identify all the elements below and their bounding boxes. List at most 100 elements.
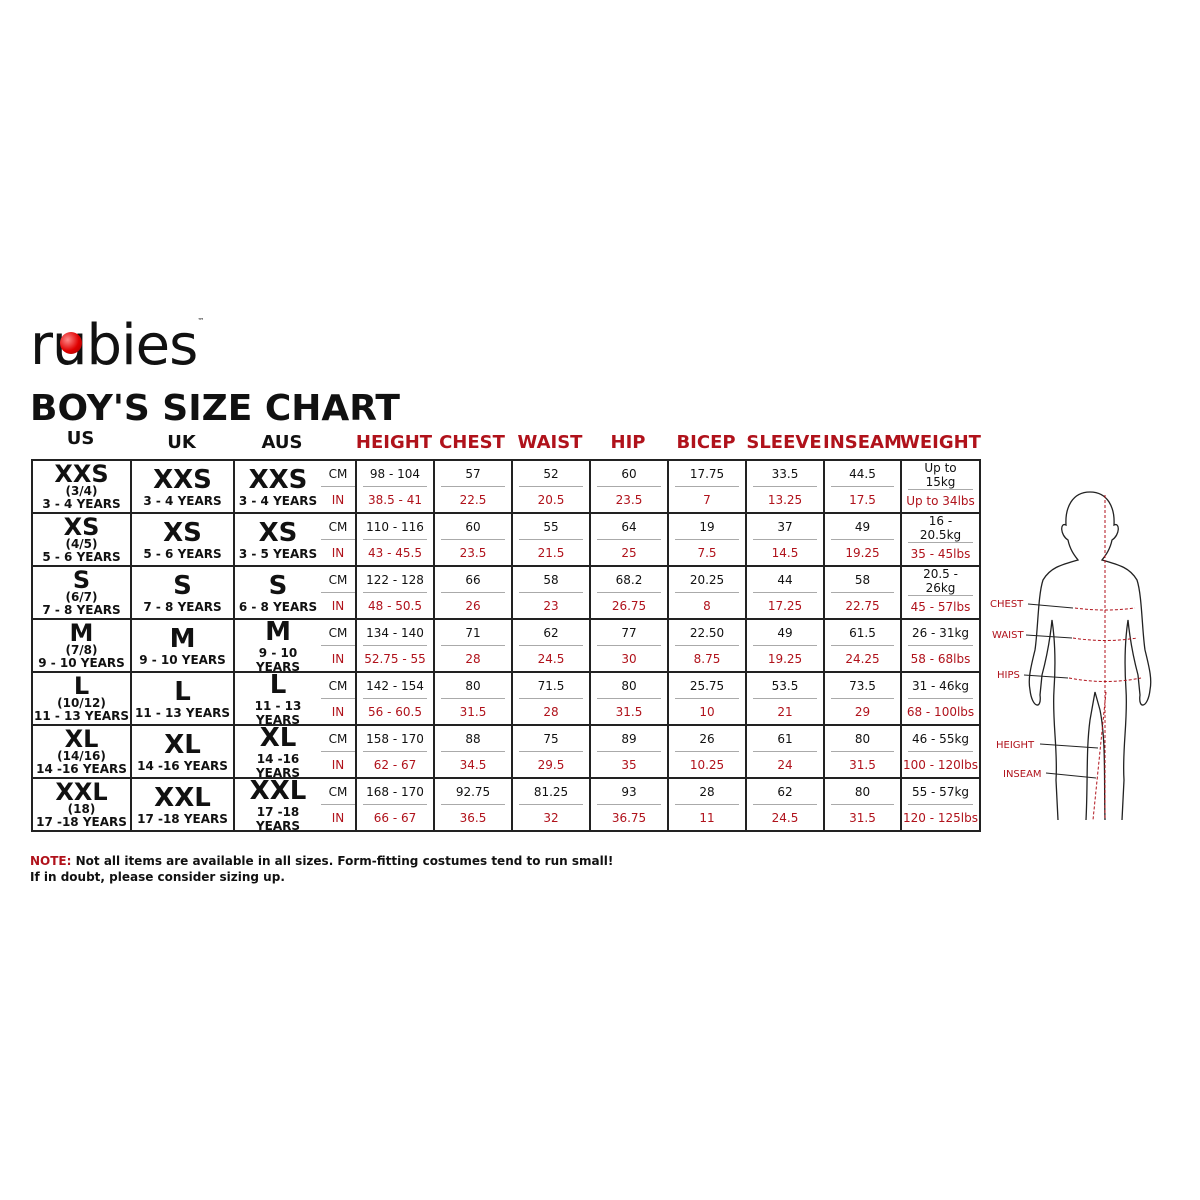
- aus-size-cell: XXL 17 -18 YEARS CM IN: [233, 777, 357, 833]
- us-size-cell: M (7/8) 9 - 10 YEARS: [31, 618, 132, 673]
- body-outline: [1028, 491, 1152, 820]
- measure-cell: 20.5 - 26kg 45 - 57lbs: [900, 565, 981, 620]
- measure-cell: 71 28: [433, 618, 513, 673]
- measure-cell: 25.75 10: [667, 671, 747, 726]
- header-aus: AUS: [261, 432, 303, 453]
- measure-cell: 88 34.5: [433, 724, 513, 779]
- measure-cell: 89 35: [589, 724, 669, 779]
- label-waist: WAIST: [992, 630, 1024, 641]
- uk-size-cell: XS 5 - 6 YEARS: [130, 512, 235, 567]
- measure-cell: 134 - 140 52.75 - 55: [355, 618, 435, 673]
- measure-cell: 19 7.5: [667, 512, 747, 567]
- label-inseam: INSEAM: [1003, 769, 1042, 780]
- measure-cell: 53.5 21: [745, 671, 825, 726]
- table-row: XL (14/16) 14 -16 YEARS XL 14 -16 YEARS XL 14 …: [31, 724, 981, 780]
- measure-cell: 64 25: [589, 512, 669, 567]
- measure-cell: Up to 15kg Up to 34lbs: [900, 459, 981, 514]
- note: NOTE: Not all items are available in all…: [30, 854, 614, 884]
- header-measure: SLEEVE: [746, 432, 822, 453]
- table-row: L (10/12) 11 - 13 YEARS L 11 - 13 YEARS L 11 -…: [31, 671, 981, 727]
- measure-cell: 37 14.5: [745, 512, 825, 567]
- measure-cell: 77 30: [589, 618, 669, 673]
- table-row: S (6/7) 7 - 8 YEARS S 7 - 8 YEARS S 6 - 8 YEAR…: [31, 565, 981, 620]
- measure-cell: 28 11: [667, 777, 747, 832]
- measure-cell: 52 20.5: [511, 459, 591, 514]
- label-chest: CHEST: [990, 599, 1024, 610]
- measure-cell: 81.25 32: [511, 777, 591, 832]
- aus-size-cell: XS 3 - 5 YEARS CM IN: [233, 512, 357, 567]
- measure-cell: 26 10.25: [667, 724, 747, 779]
- measure-cell: 71.5 28: [511, 671, 591, 726]
- label-hips: HIPS: [997, 670, 1020, 681]
- measure-cell: 22.50 8.75: [667, 618, 747, 673]
- measure-cell: 58 22.75: [823, 565, 902, 620]
- header-uk: UK: [167, 432, 196, 453]
- measure-cell: 62 24.5: [745, 777, 825, 832]
- uk-size-cell: XXL 17 -18 YEARS: [130, 777, 235, 832]
- rubies-logo: rubies™: [30, 313, 204, 378]
- measure-cell: 58 23: [511, 565, 591, 620]
- uk-size-cell: XXS 3 - 4 YEARS: [130, 459, 235, 514]
- measure-cell: 158 - 170 62 - 67: [355, 724, 435, 779]
- label-height: HEIGHT: [996, 740, 1035, 751]
- measure-cell: 60 23.5: [589, 459, 669, 514]
- aus-size-cell: XXS 3 - 4 YEARS CM IN: [233, 459, 357, 514]
- measure-cell: 80 31.5: [433, 671, 513, 726]
- measure-cell: 33.5 13.25: [745, 459, 825, 514]
- table-row: M (7/8) 9 - 10 YEARS M 9 - 10 YEARS M 9 - 10 Y…: [31, 618, 981, 674]
- header-measure: WAIST: [517, 432, 583, 453]
- us-size-cell: XS (4/5) 5 - 6 YEARS: [31, 512, 132, 567]
- header-us: US: [66, 428, 95, 449]
- measure-cell: 62 24.5: [511, 618, 591, 673]
- measure-cell: 55 - 57kg 120 - 125lbs: [900, 777, 981, 832]
- measure-cell: 168 - 170 66 - 67: [355, 777, 435, 832]
- us-size-cell: S (6/7) 7 - 8 YEARS: [31, 565, 132, 620]
- uk-size-cell: XL 14 -16 YEARS: [130, 724, 235, 779]
- measure-cell: 98 - 104 38.5 - 41: [355, 459, 435, 514]
- uk-size-cell: L 11 - 13 YEARS: [130, 671, 235, 726]
- measure-cell: 46 - 55kg 100 - 120lbs: [900, 724, 981, 779]
- aus-size-cell: L 11 - 13 YEARS CM IN: [233, 671, 357, 727]
- measure-cell: 93 36.75: [589, 777, 669, 832]
- measure-cell: 122 - 128 48 - 50.5: [355, 565, 435, 620]
- measure-cell: 75 29.5: [511, 724, 591, 779]
- measure-cell: 66 26: [433, 565, 513, 620]
- table-row: XS (4/5) 5 - 6 YEARS XS 5 - 6 YEARS XS 3 - 5 Y…: [31, 512, 981, 567]
- measure-cell: 57 22.5: [433, 459, 513, 514]
- measure-cell: 49 19.25: [745, 618, 825, 673]
- header-measure: BICEP: [676, 432, 736, 453]
- measure-cell: 61 24: [745, 724, 825, 779]
- measure-cell: 110 - 116 43 - 45.5: [355, 512, 435, 567]
- aus-size-cell: XL 14 -16 YEARS CM IN: [233, 724, 357, 780]
- measure-cell: 44 17.25: [745, 565, 825, 620]
- measure-cell: 44.5 17.5: [823, 459, 902, 514]
- measure-cell: 16 - 20.5kg 35 - 45lbs: [900, 512, 981, 567]
- header-measure: HIP: [610, 432, 646, 453]
- us-size-cell: L (10/12) 11 - 13 YEARS: [31, 671, 132, 726]
- measure-cell: 80 31.5: [823, 724, 902, 779]
- table-row: XXS (3/4) 3 - 4 YEARS XXS 3 - 4 YEARS XXS 3 - …: [31, 459, 981, 514]
- measure-cell: 92.75 36.5: [433, 777, 513, 832]
- us-size-cell: XXL (18) 17 -18 YEARS: [31, 777, 132, 832]
- body-measurement-figure: CHEST WAIST HIPS HEIGHT INSEAM: [990, 491, 1152, 820]
- us-size-cell: XXS (3/4) 3 - 4 YEARS: [31, 459, 132, 514]
- measure-cell: 80 31.5: [823, 777, 902, 832]
- table-row: XXL (18) 17 -18 YEARS XXL 17 -18 YEARS XXL 17 …: [31, 777, 981, 833]
- measure-cell: 55 21.5: [511, 512, 591, 567]
- measure-cell: 142 - 154 56 - 60.5: [355, 671, 435, 726]
- header-measure: CHEST: [439, 432, 505, 453]
- us-size-cell: XL (14/16) 14 -16 YEARS: [31, 724, 132, 779]
- page-title: BOY'S SIZE CHART: [30, 388, 400, 429]
- measure-cell: 49 19.25: [823, 512, 902, 567]
- header-measure: INSEAM: [823, 432, 902, 453]
- measure-cell: 17.75 7: [667, 459, 747, 514]
- size-table: XXS (3/4) 3 - 4 YEARS XXS 3 - 4 YEARS XXS 3 - …: [31, 459, 981, 833]
- measure-cell: 61.5 24.25: [823, 618, 902, 673]
- measure-cell: 73.5 29: [823, 671, 902, 726]
- measure-cell: 26 - 31kg 58 - 68lbs: [900, 618, 981, 673]
- measure-cell: 20.25 8: [667, 565, 747, 620]
